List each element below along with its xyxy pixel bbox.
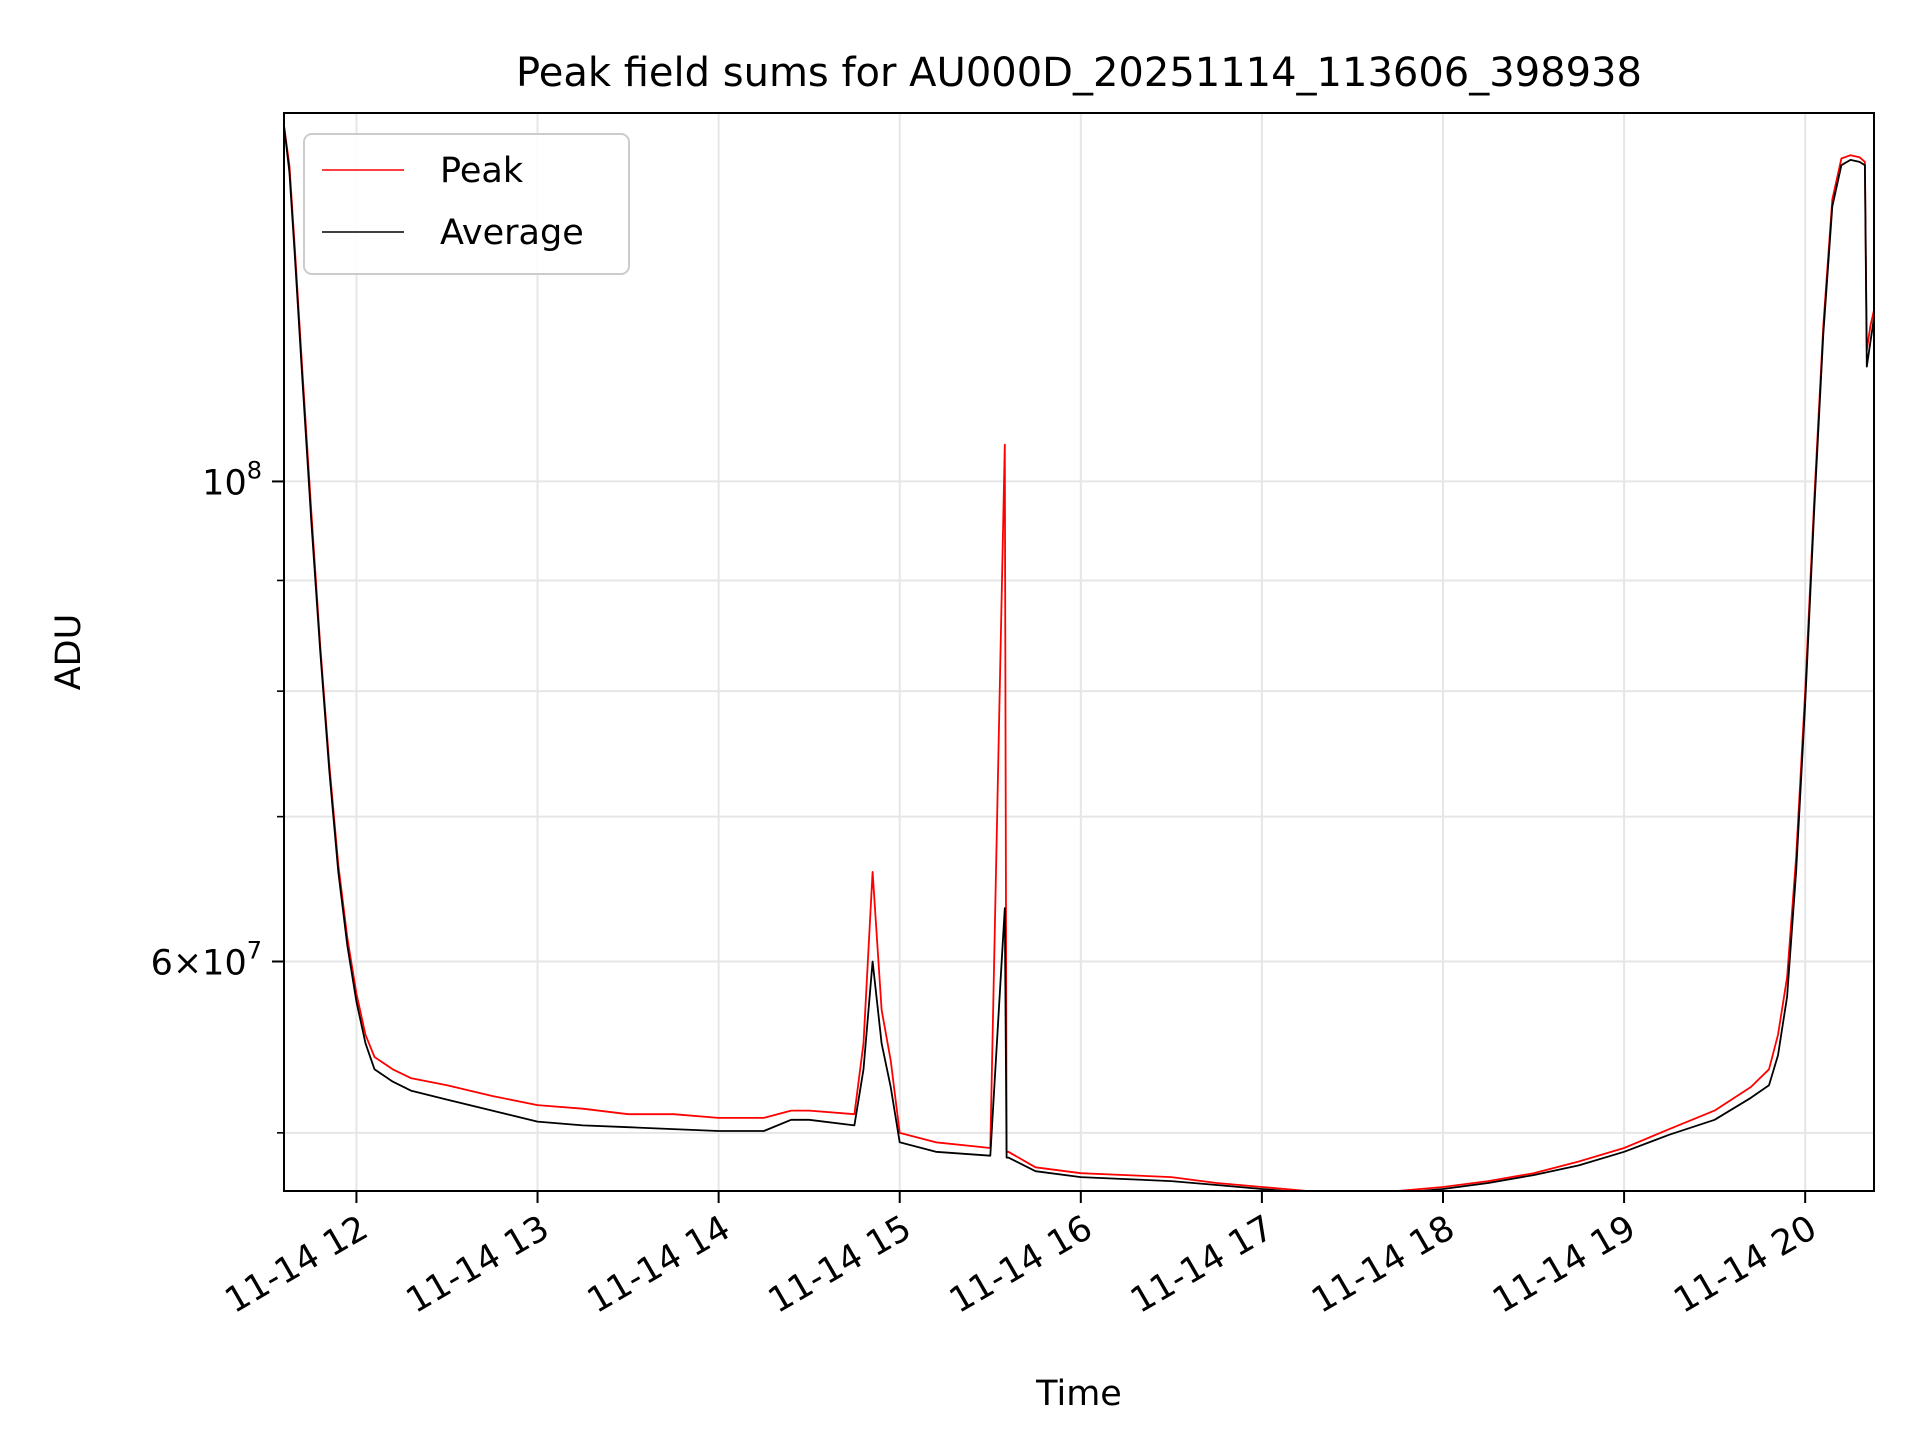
chart-title: Peak field sums for AU000D_20251114_1136…: [516, 50, 1642, 96]
y-tick-label: 108: [202, 456, 262, 503]
legend-label-peak: Peak: [440, 151, 524, 191]
legend: Peak Average: [303, 133, 630, 275]
y-axis-label: ADU: [49, 614, 89, 691]
grid: [284, 113, 1874, 1191]
series-layer: [284, 125, 1874, 1191]
legend-label-average: Average: [440, 213, 584, 253]
plot-frame: [283, 112, 1875, 1192]
y-tick-label: 6×107: [151, 937, 262, 984]
x-axis-label: Time: [1035, 1374, 1122, 1414]
legend-box: [303, 133, 630, 275]
series-line-average: [284, 125, 1874, 1191]
